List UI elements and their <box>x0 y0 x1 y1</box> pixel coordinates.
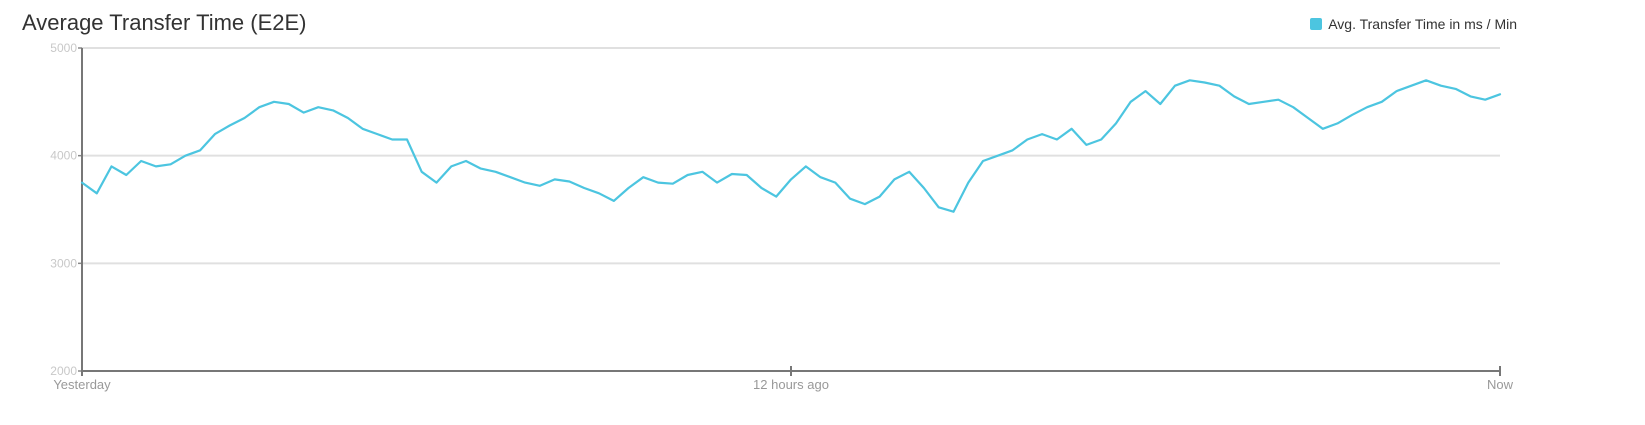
y-tick-label: 2000 <box>50 364 77 378</box>
series-line <box>82 80 1500 211</box>
x-tick-label: 12 hours ago <box>753 377 829 392</box>
y-tick-label: 5000 <box>50 41 77 55</box>
y-tick-label: 3000 <box>50 256 77 270</box>
axis-layer <box>78 48 1500 376</box>
y-tick-label: 4000 <box>50 149 77 163</box>
x-tick-label: Now <box>1487 377 1514 392</box>
series-layer <box>82 80 1500 211</box>
x-tick-label: Yesterday <box>53 377 111 392</box>
grid-layer <box>82 48 1500 371</box>
